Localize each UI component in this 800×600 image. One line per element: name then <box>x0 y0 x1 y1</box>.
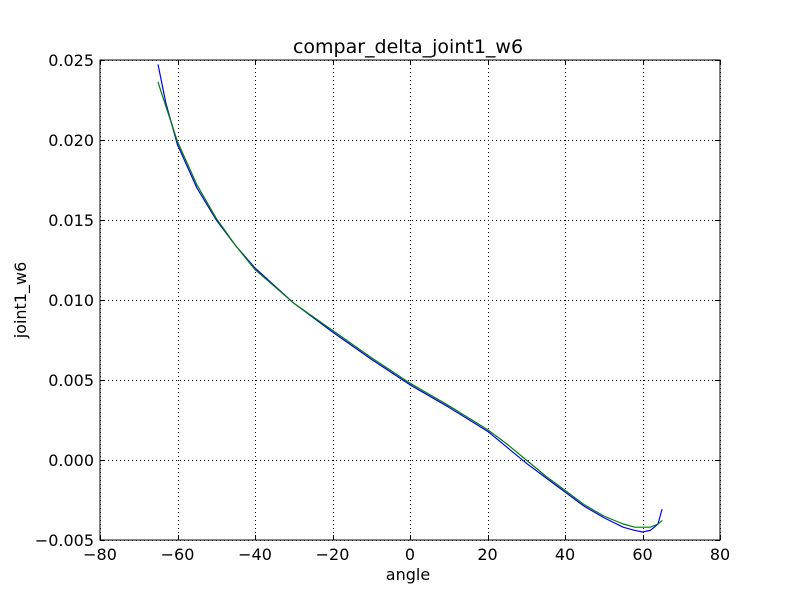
x-tick-label: −60 <box>161 545 195 564</box>
ticks: −80 −60 −40 −20 0 20 40 60 80 −0.005 0.000 0.005 0.0… <box>35 51 730 564</box>
x-tick-label: 20 <box>477 545 497 564</box>
y-tick-label: 0.005 <box>48 371 94 390</box>
x-axis-title: angle <box>386 565 430 584</box>
x-tick-label: −80 <box>83 545 117 564</box>
x-tick-label: 80 <box>710 545 730 564</box>
x-tick-label: −20 <box>316 545 350 564</box>
series-line-2 <box>157 81 663 528</box>
y-tick-label: −0.005 <box>35 531 94 550</box>
y-tick-label: 0.000 <box>48 451 94 470</box>
chart-title: compar_delta_joint1_w6 <box>293 36 523 58</box>
y-tick-label: 0.015 <box>48 211 94 230</box>
series-group <box>157 64 663 533</box>
y-axis-title: joint1_w6 <box>11 262 31 340</box>
x-tick-label: −40 <box>238 545 272 564</box>
x-tick-label: 40 <box>555 545 575 564</box>
x-tick-label: 60 <box>632 545 652 564</box>
x-tick-label: 0 <box>405 545 415 564</box>
y-tick-label: 0.020 <box>48 131 94 150</box>
series-line-1 <box>157 64 663 533</box>
y-tick-label: 0.010 <box>48 291 94 310</box>
y-tick-label: 0.025 <box>48 51 94 70</box>
